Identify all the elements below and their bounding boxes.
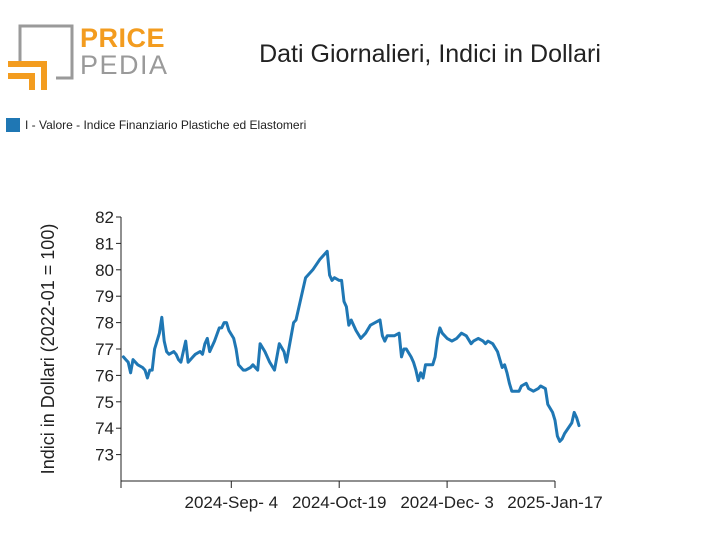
y-tick-label: 74 — [95, 419, 114, 438]
y-tick-label: 79 — [95, 287, 114, 306]
logo-word-pedia: PEDIA — [80, 50, 169, 80]
series-line — [121, 249, 581, 443]
legend-swatch — [6, 118, 20, 132]
y-tick-label: 75 — [95, 393, 114, 412]
y-tick-label: 80 — [95, 261, 114, 280]
y-tick-label: 76 — [95, 366, 114, 385]
x-tick-label: 2024-Oct-19 — [292, 493, 387, 512]
logo-mark-icon — [8, 24, 74, 90]
y-tick-label: 78 — [95, 314, 114, 333]
chart-legend[interactable]: I - Valore - Indice Finanziario Plastich… — [6, 118, 306, 132]
y-tick-label: 77 — [95, 340, 114, 359]
chart-title: Dati Giornalieri, Indici in Dollari — [259, 40, 601, 68]
y-tick-label: 73 — [95, 446, 114, 465]
pricepedia-logo: PRICE PEDIA — [6, 22, 169, 94]
x-tick-label: 2024-Sep- 4 — [185, 493, 279, 512]
y-tick-label: 81 — [95, 234, 114, 253]
logo-word-price: PRICE — [80, 23, 166, 53]
y-tick-label: 82 — [95, 208, 114, 227]
y-axis-title: Indici in Dollari (2022-01 = 100) — [38, 224, 58, 475]
x-tick-label: 2025-Jan-17 — [507, 493, 602, 512]
x-tick-label: 2024-Dec- 3 — [400, 493, 494, 512]
legend-label: I - Valore - Indice Finanziario Plastich… — [25, 118, 307, 132]
